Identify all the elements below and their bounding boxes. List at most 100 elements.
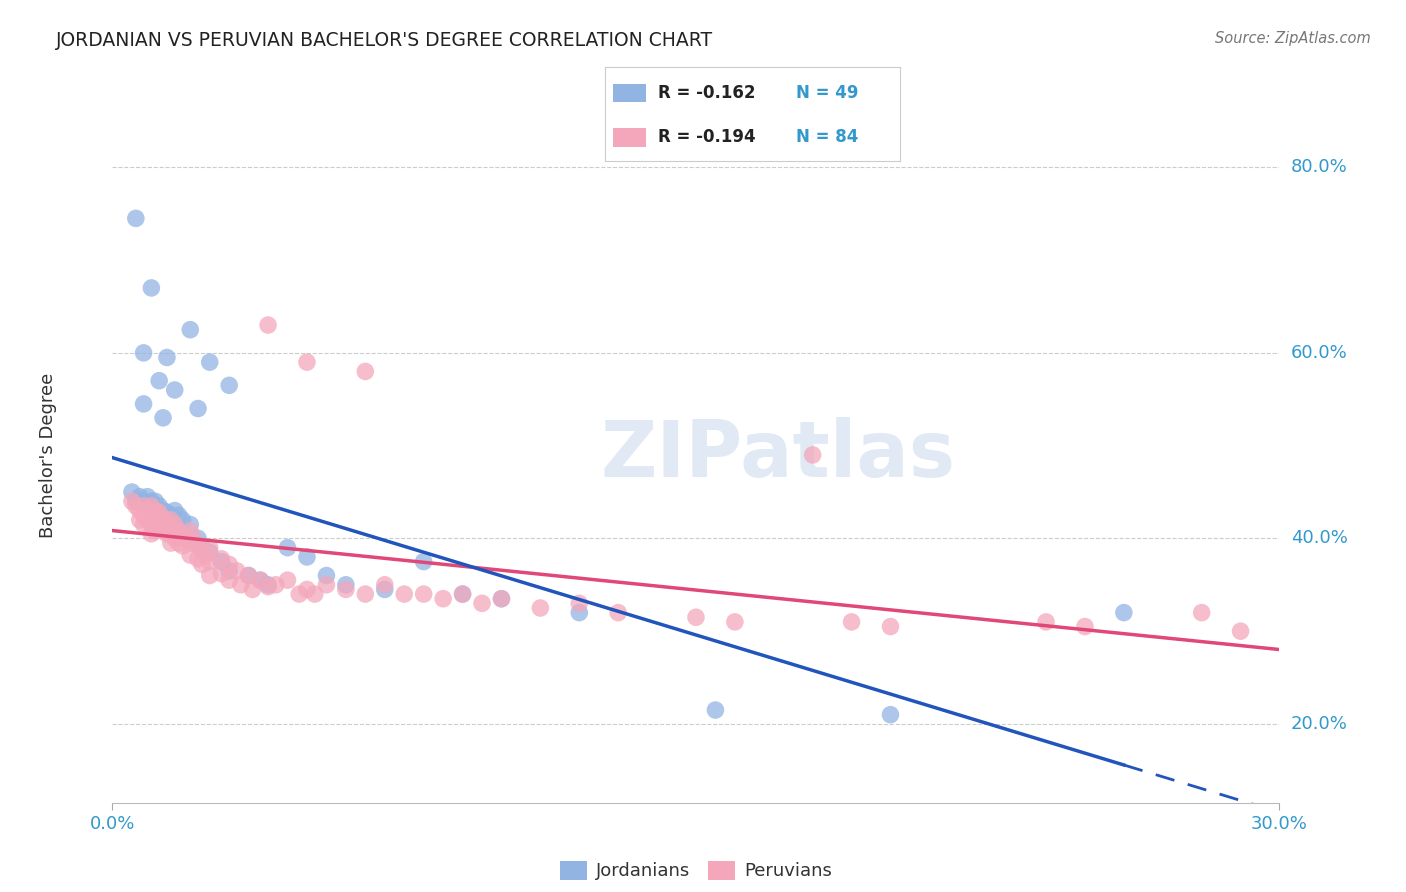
Point [264,578,287,592]
Point [392,587,416,601]
Point [198,568,221,582]
Point [198,545,221,559]
Point [141,526,163,541]
Point [160,524,183,538]
Point [374,578,396,592]
Point [257,580,280,594]
Point [141,499,163,513]
Point [167,536,190,550]
Point [276,541,298,555]
Point [152,522,174,536]
Point [160,513,183,527]
Point [354,587,377,601]
Point [187,539,209,553]
Point [242,582,264,597]
Point [191,558,214,572]
Point [491,591,513,606]
Point [141,494,163,508]
Point [335,578,357,592]
Point [141,281,163,295]
Point [879,707,901,722]
Point [187,551,209,566]
Point [607,606,630,620]
Text: Bachelor's Degree: Bachelor's Degree [39,372,58,538]
Point [451,587,474,601]
Text: N = 49: N = 49 [796,84,859,102]
Point [125,211,148,226]
Text: 60.0%: 60.0% [1291,344,1347,362]
Point [141,499,163,513]
Point [128,513,150,527]
Point [125,499,148,513]
Text: 20.0%: 20.0% [1291,715,1347,733]
Point [471,596,494,610]
Point [295,549,318,564]
Point [335,582,357,597]
Point [229,578,252,592]
Point [879,619,901,633]
Point [152,503,174,517]
Point [148,517,170,532]
Point [295,582,318,597]
Point [187,401,209,416]
Point [288,587,311,601]
Point [209,551,232,566]
Point [167,524,190,538]
Point [125,494,148,508]
Point [685,610,707,624]
FancyBboxPatch shape [613,84,645,103]
Point [179,536,201,550]
Point [128,503,150,517]
Point [183,533,205,548]
FancyBboxPatch shape [613,128,645,146]
Point [143,503,166,517]
Point [132,346,155,360]
Point [568,606,591,620]
Point [451,587,474,601]
Point [179,323,201,337]
Point [374,582,396,597]
Point [187,532,209,546]
Point [143,515,166,529]
Point [132,499,155,513]
Point [209,555,232,569]
Point [163,383,186,397]
Point [132,494,155,508]
Point [156,505,179,519]
Point [704,703,727,717]
Text: JORDANIAN VS PERUVIAN BACHELOR'S DEGREE CORRELATION CHART: JORDANIAN VS PERUVIAN BACHELOR'S DEGREE … [56,31,713,50]
Point [218,573,240,587]
Point [841,615,863,629]
Point [412,587,434,601]
Point [121,485,143,500]
Point [141,508,163,523]
Point [167,508,190,523]
Text: ZIPatlas: ZIPatlas [600,417,955,493]
Point [172,526,194,541]
Text: N = 84: N = 84 [796,128,859,146]
Point [226,564,249,578]
Point [143,524,166,538]
Point [156,526,179,541]
Point [249,573,271,587]
Point [141,517,163,532]
Point [136,490,159,504]
Point [132,517,155,532]
Point [276,573,298,587]
Point [491,591,513,606]
Point [121,494,143,508]
Point [160,536,183,550]
Point [179,524,201,538]
Point [354,364,377,378]
Point [148,374,170,388]
Point [198,555,221,569]
Point [198,541,221,555]
Point [191,541,214,555]
Point [315,568,337,582]
Point [132,508,155,523]
Point [209,566,232,581]
Point [132,499,155,513]
Point [152,410,174,425]
Point [148,505,170,519]
Text: R = -0.162: R = -0.162 [658,84,755,102]
